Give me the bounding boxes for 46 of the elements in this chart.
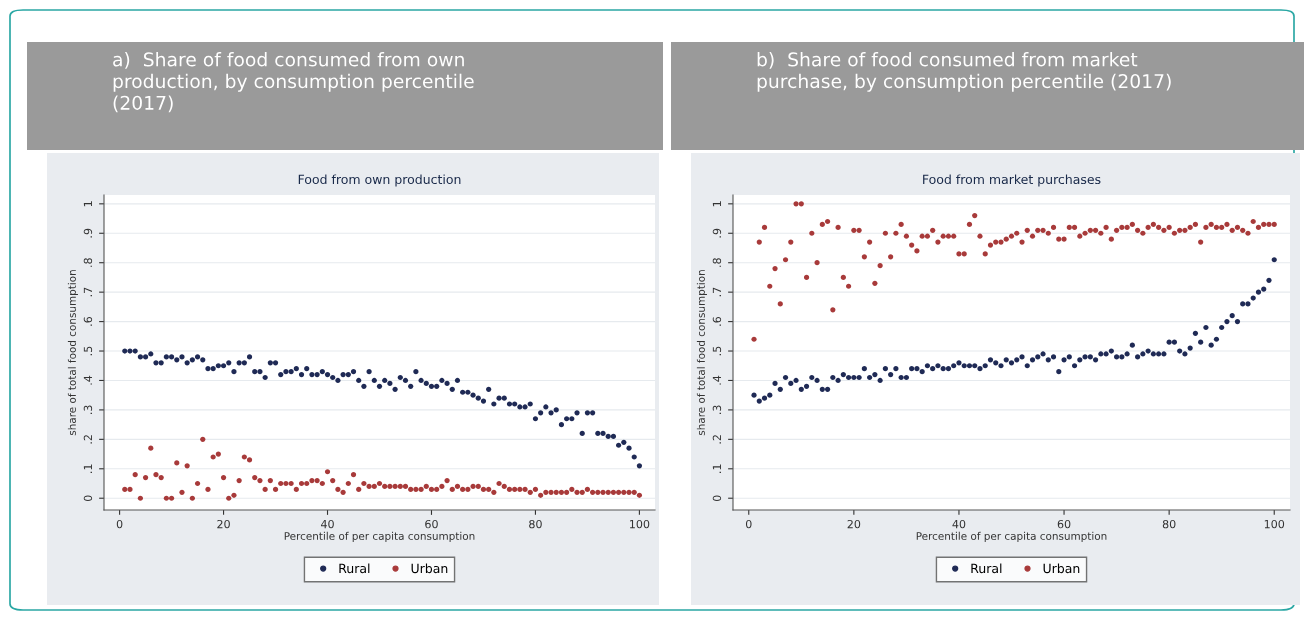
legend-label: Rural <box>971 563 1002 574</box>
x-tick-label: 100 <box>630 519 650 529</box>
chart-subtitle: Food from market purchases <box>923 174 1101 187</box>
y-tick-label: .6 <box>712 316 722 326</box>
x-tick-label: 60 <box>425 519 438 529</box>
y-tick-label: .4 <box>712 375 721 385</box>
y-tick-label: .9 <box>712 228 722 238</box>
x-tick-label: 20 <box>217 519 230 529</box>
y-tick-label: .2 <box>83 435 92 444</box>
y-tick-label: 0 <box>712 495 722 502</box>
y-tick-label: .3 <box>712 405 722 415</box>
y-axis-title: share of total food consumption <box>67 270 78 436</box>
y-tick-label: .1 <box>83 464 92 473</box>
chart-title: b) Share of food consumed from market purchase, by consumption percentile (2017) <box>757 52 1171 92</box>
y-tick-label: .1 <box>712 464 721 473</box>
x-tick-label: 20 <box>847 519 861 529</box>
x-tick-label: 60 <box>1057 519 1071 529</box>
y-tick-label: .8 <box>712 258 722 267</box>
x-tick-label: 0 <box>745 519 752 529</box>
x-tick-label: 0 <box>116 519 123 529</box>
legend-label: Urban <box>1043 563 1080 574</box>
y-tick-label: 0 <box>83 495 93 502</box>
x-tick-label: 40 <box>320 519 334 529</box>
y-tick-label: .7 <box>83 287 92 297</box>
y-tick-label: .4 <box>83 375 92 385</box>
chart-title: a) Share of food consumed from own production, by consumption percentile (2017) <box>113 52 474 113</box>
x-tick-label: 100 <box>1264 519 1285 529</box>
x-tick-label: 40 <box>952 519 966 529</box>
chart-subtitle: Food from own production <box>298 174 461 187</box>
y-tick-label: 1 <box>83 201 92 207</box>
y-tick-label: .3 <box>83 405 93 415</box>
y-tick-label: .2 <box>712 435 721 444</box>
legend-label: Rural <box>339 563 370 574</box>
y-tick-label: .5 <box>712 346 722 356</box>
y-tick-label: .8 <box>83 258 93 267</box>
y-tick-label: 1 <box>712 201 721 207</box>
x-axis-title: Percentile of per capita consumption <box>916 531 1107 542</box>
y-tick-label: .9 <box>83 228 93 238</box>
legend-label: Urban <box>411 563 448 574</box>
y-axis-title: share of total food consumption <box>696 270 707 436</box>
y-tick-label: .6 <box>83 316 93 326</box>
y-tick-label: .7 <box>712 287 721 297</box>
x-tick-label: 80 <box>1162 519 1176 529</box>
x-axis-title: Percentile of per capita consumption <box>284 531 475 542</box>
x-tick-label: 80 <box>529 519 542 529</box>
y-tick-label: .5 <box>83 346 93 356</box>
